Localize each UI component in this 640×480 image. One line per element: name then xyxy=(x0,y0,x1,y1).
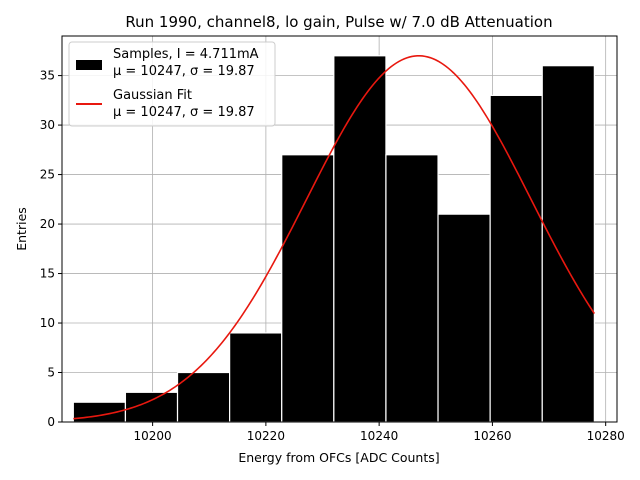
y-tick-label: 15 xyxy=(40,267,55,281)
x-axis-ticks: 10200 10220 10240 10260 10280 xyxy=(134,422,625,443)
x-tick-label: 10240 xyxy=(360,429,398,443)
y-tick-label: 25 xyxy=(40,168,55,182)
histogram-bar xyxy=(229,332,283,423)
legend-box xyxy=(68,41,276,127)
x-axis-label: Energy from OFCs [ADC Counts] xyxy=(238,450,439,465)
histogram-bars xyxy=(72,55,595,423)
legend-samples-stats: μ = 10247, σ = 19.87 xyxy=(113,64,255,79)
y-tick-label: 35 xyxy=(40,69,55,83)
x-tick-label: 10280 xyxy=(587,429,625,443)
histogram-bar xyxy=(333,55,387,423)
legend-fit-stats: μ = 10247, σ = 19.87 xyxy=(113,105,255,120)
y-tick-label: 0 xyxy=(47,415,55,429)
y-tick-label: 30 xyxy=(40,118,55,132)
y-axis-ticks: 0 5 10 15 20 25 30 35 xyxy=(40,69,62,429)
legend-samples-label: Samples, I = 4.711mA xyxy=(113,47,259,62)
x-tick-label: 10200 xyxy=(134,429,172,443)
y-tick-label: 20 xyxy=(40,217,55,231)
chart-title: Run 1990, channel8, lo gain, Pulse w/ 7.… xyxy=(125,13,552,31)
legend: Samples, I = 4.711mA μ = 10247, σ = 19.8… xyxy=(68,41,276,127)
histogram-bar xyxy=(385,154,439,423)
legend-samples-swatch xyxy=(76,60,102,70)
histogram-bar xyxy=(489,94,543,423)
gaussian-fit-curve xyxy=(73,55,596,420)
y-axis-label: Entries xyxy=(14,207,29,251)
x-tick-label: 10260 xyxy=(473,429,511,443)
legend-fit-label: Gaussian Fit xyxy=(113,88,192,103)
axes-frame xyxy=(61,35,618,423)
x-tick-label: 10220 xyxy=(247,429,285,443)
histogram-bar xyxy=(281,154,335,423)
histogram-bar xyxy=(541,65,595,423)
y-tick-label: 10 xyxy=(40,316,55,330)
y-tick-label: 5 xyxy=(47,366,55,380)
histogram-bar xyxy=(437,213,491,423)
